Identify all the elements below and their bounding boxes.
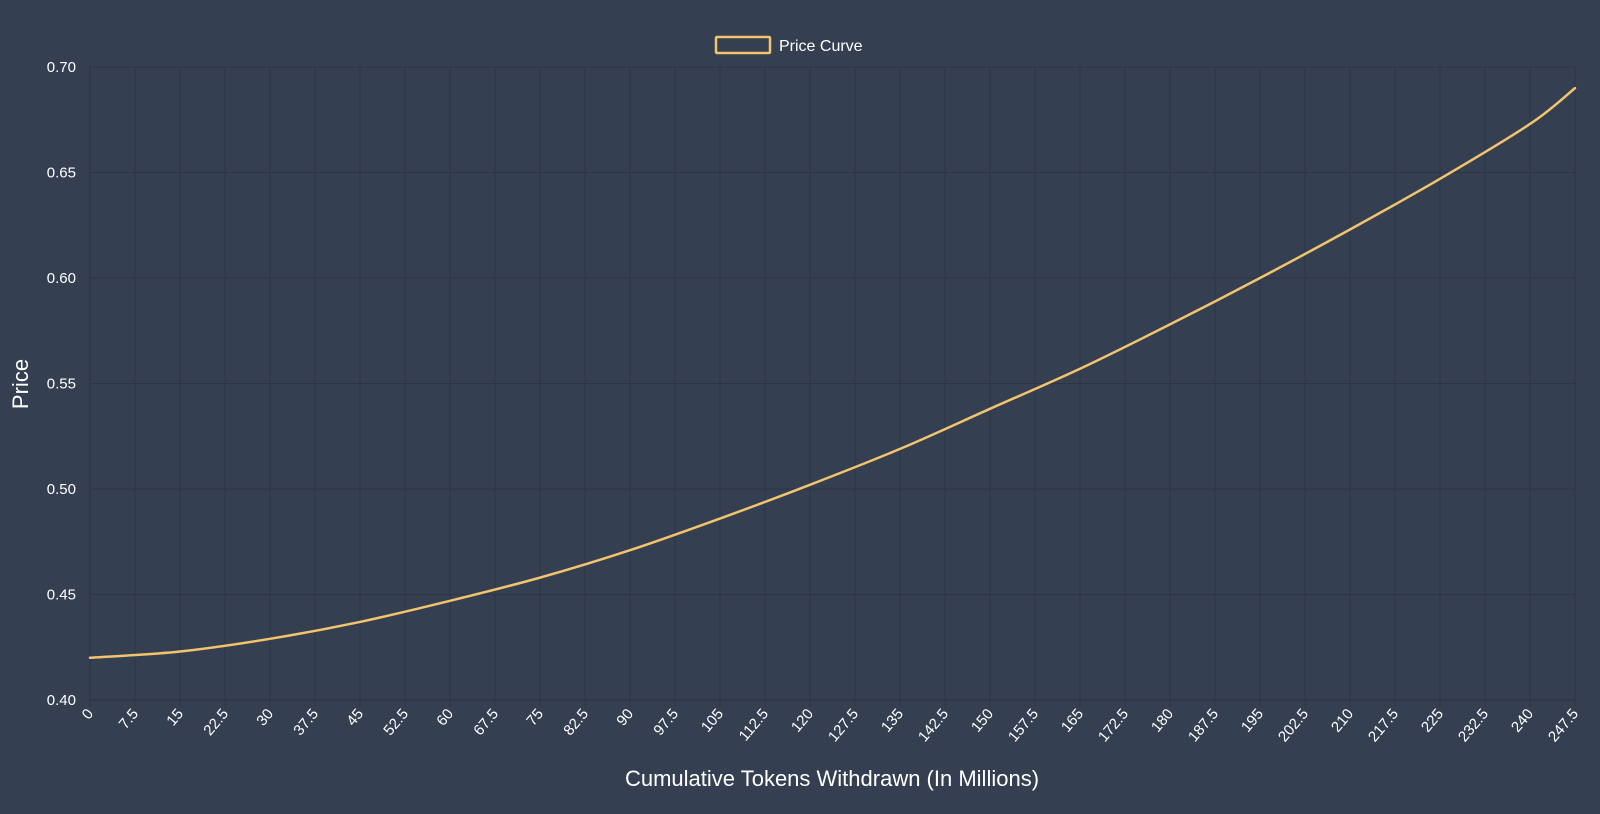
x-tick-label: 135 xyxy=(878,706,907,736)
legend[interactable]: Price Curve xyxy=(714,35,863,55)
x-axis-title: Cumulative Tokens Withdrawn (In Millions… xyxy=(625,766,1039,791)
x-tick-label: 247.5 xyxy=(1545,706,1582,746)
x-tick-label: 22.5 xyxy=(200,706,232,739)
x-tick-label: 202.5 xyxy=(1275,706,1312,746)
x-tick-label: 217.5 xyxy=(1365,706,1402,746)
y-tick-label: 0.45 xyxy=(47,587,76,604)
y-tick-label: 0.40 xyxy=(47,692,76,709)
x-tick-label: 60 xyxy=(433,706,457,730)
x-tick-label: 127.5 xyxy=(825,706,862,746)
x-tick-label: 195 xyxy=(1238,706,1267,736)
x-tick-label: 37.5 xyxy=(290,706,322,739)
x-tick-label: 105 xyxy=(698,706,727,736)
y-tick-label: 0.60 xyxy=(47,270,76,287)
x-tick-label: 112.5 xyxy=(736,706,772,745)
x-tick-label: 67.5 xyxy=(470,706,502,739)
x-tick-label: 150 xyxy=(968,706,997,736)
x-tick-label: 232.5 xyxy=(1455,706,1492,746)
y-axis-title: Price xyxy=(8,359,33,409)
x-tick-label: 240 xyxy=(1508,706,1537,736)
x-tick-label: 15 xyxy=(163,706,187,730)
x-tick-label: 52.5 xyxy=(380,706,412,739)
series-layer xyxy=(88,86,1577,660)
x-tick-label: 97.5 xyxy=(650,706,682,739)
y-tick-label: 0.70 xyxy=(47,59,76,76)
x-tick-label: 187.5 xyxy=(1185,706,1222,746)
x-tick-label: 142.5 xyxy=(915,706,952,746)
y-tick-label: 0.50 xyxy=(47,481,76,498)
x-tick-label: 165 xyxy=(1058,706,1087,736)
x-tick-label: 172.5 xyxy=(1095,706,1132,746)
x-tick-label: 75 xyxy=(523,706,547,730)
x-tick-label: 45 xyxy=(343,706,367,730)
legend-label-price-curve[interactable]: Price Curve xyxy=(779,38,863,55)
x-tick-label: 0 xyxy=(79,706,97,723)
x-tick-label: 90 xyxy=(613,706,637,730)
series-line-price-curve xyxy=(88,86,1577,660)
x-tick-label: 82.5 xyxy=(560,706,592,739)
x-axis-ticks: 0 7.5 15 22.5 30 37.5 45 52.5 60 67.5 75 82.5 90 97.5… xyxy=(79,706,1582,746)
x-tick-label: 120 xyxy=(788,706,817,736)
x-tick-label: 210 xyxy=(1328,706,1357,736)
grid xyxy=(89,66,1576,706)
y-tick-label: 0.65 xyxy=(47,165,76,182)
x-tick-label: 180 xyxy=(1148,706,1177,736)
legend-swatch-price-curve[interactable] xyxy=(714,35,772,55)
x-tick-label: 7.5 xyxy=(116,706,142,733)
y-axis-ticks: 0.40 0.45 0.50 0.55 0.60 0.65 0.70 xyxy=(47,59,76,709)
x-tick-label: 157.5 xyxy=(1005,706,1042,746)
x-tick-label: 225 xyxy=(1418,706,1447,736)
x-tick-label: 30 xyxy=(253,706,277,730)
y-tick-label: 0.55 xyxy=(47,376,76,393)
